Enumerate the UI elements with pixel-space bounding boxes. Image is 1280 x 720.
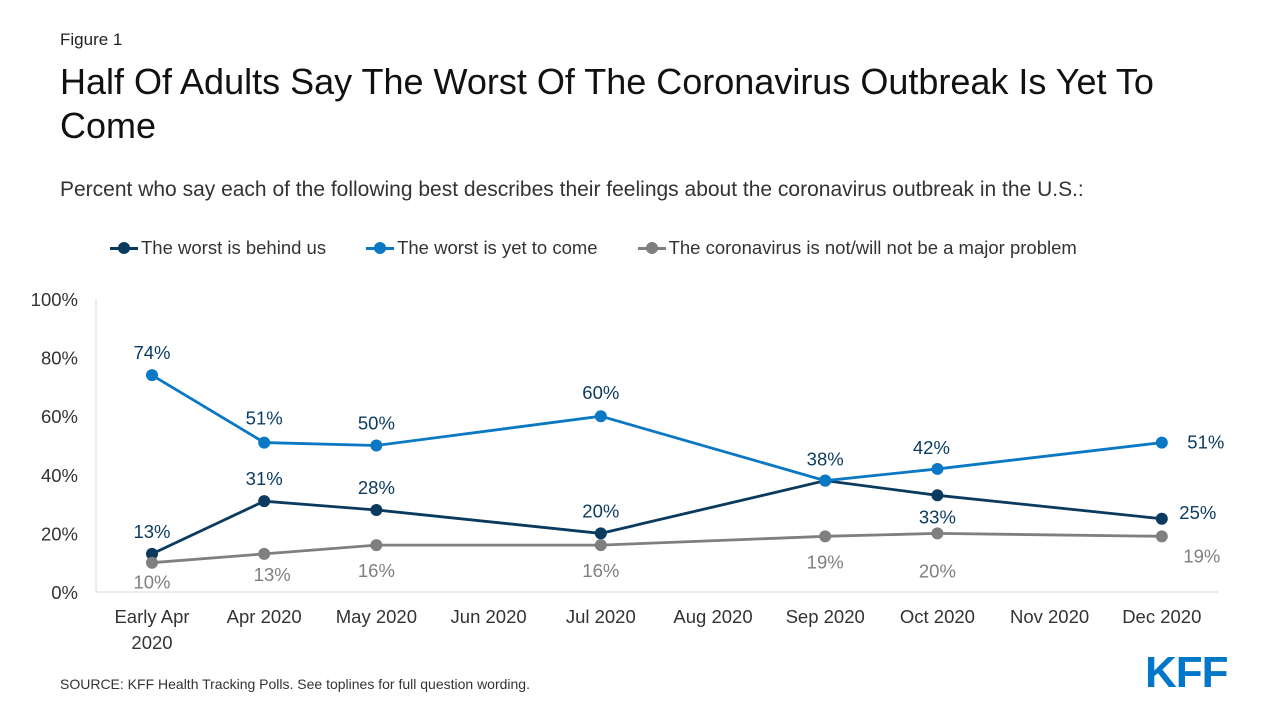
data-label: 51% [1187,432,1224,453]
data-label: 38% [807,449,844,470]
data-label: 20% [919,560,956,581]
data-point [370,539,383,552]
data-point [931,527,944,540]
data-point [370,439,383,452]
data-label: 31% [246,468,283,489]
data-point [370,503,383,516]
legend-swatch-not-major [637,242,666,254]
data-point [1155,512,1168,525]
data-point [819,530,832,543]
data-label: 60% [582,382,619,403]
data-point [146,556,158,569]
series-line [151,373,1162,483]
legend-item-yet-to-come: The worst is yet to come [366,237,598,259]
data-point [146,547,158,560]
legend-label-yet-to-come: The worst is yet to come [397,237,598,258]
data-label: 33% [919,506,956,527]
data-label: 20% [582,500,619,521]
x-tick-label: Apr 2020 [227,606,302,627]
y-tick-label: 0% [51,582,78,603]
x-tick-label: Oct 2020 [900,606,975,627]
chart-subtitle: Percent who say each of the following be… [60,178,1084,201]
data-label: 10% [133,572,170,593]
legend-item-behind: The worst is behind us [110,237,326,259]
data-point [258,495,271,508]
legend-label-not-major: The coronavirus is not/will not be a maj… [668,237,1077,258]
data-point [594,527,607,540]
y-tick-label: 60% [41,406,78,427]
data-label: 74% [133,342,170,363]
series-line [151,531,1162,565]
source-note: SOURCE: KFF Health Tracking Polls. See t… [60,676,530,692]
data-label: 25% [1179,502,1216,523]
data-point [258,436,271,449]
data-point [819,474,832,487]
x-tick-label: May 2020 [336,606,417,627]
y-tick-label: 20% [41,523,78,544]
data-label: 28% [358,477,395,498]
x-tick-label: 2020 [131,632,172,653]
chart-title: Half Of Adults Say The Worst Of The Coro… [60,61,1154,146]
legend-label-behind: The worst is behind us [141,237,327,258]
data-point [258,547,271,560]
data-point [146,369,158,382]
figure-label: Figure 1 [60,30,123,49]
x-tick-label: Jul 2020 [566,606,636,627]
data-point [594,539,607,552]
data-point [931,489,944,502]
data-point [1155,530,1168,543]
x-tick-label: Nov 2020 [1010,606,1089,627]
legend-swatch-behind [110,242,138,254]
data-label: 19% [1183,545,1220,566]
data-label: 42% [913,437,950,458]
data-label: 13% [133,521,170,542]
kff-logo: KFF [1145,648,1229,697]
legend-item-not-major: The coronavirus is not/will not be a maj… [637,237,1077,259]
data-label: 13% [254,564,291,585]
data-label: 50% [358,413,395,434]
x-tick-label: Early Apr [114,606,189,627]
data-label: 51% [246,408,283,429]
x-tick-label: Sep 2020 [786,606,865,627]
data-label: 19% [807,551,844,572]
data-point [1155,436,1168,449]
data-point [594,410,607,423]
data-label: 16% [582,560,619,581]
y-tick-label: 100% [31,289,78,310]
data-label: 16% [358,560,395,581]
x-tick-label: Jun 2020 [451,606,527,627]
x-tick-label: Dec 2020 [1122,606,1201,627]
x-tick-label: Aug 2020 [673,606,752,627]
y-tick-label: 40% [41,465,78,486]
y-tick-label: 80% [41,348,78,369]
legend: The worst is behind us The worst is yet … [110,237,1117,259]
data-point [931,462,944,475]
legend-swatch-yet-to-come [366,242,395,254]
